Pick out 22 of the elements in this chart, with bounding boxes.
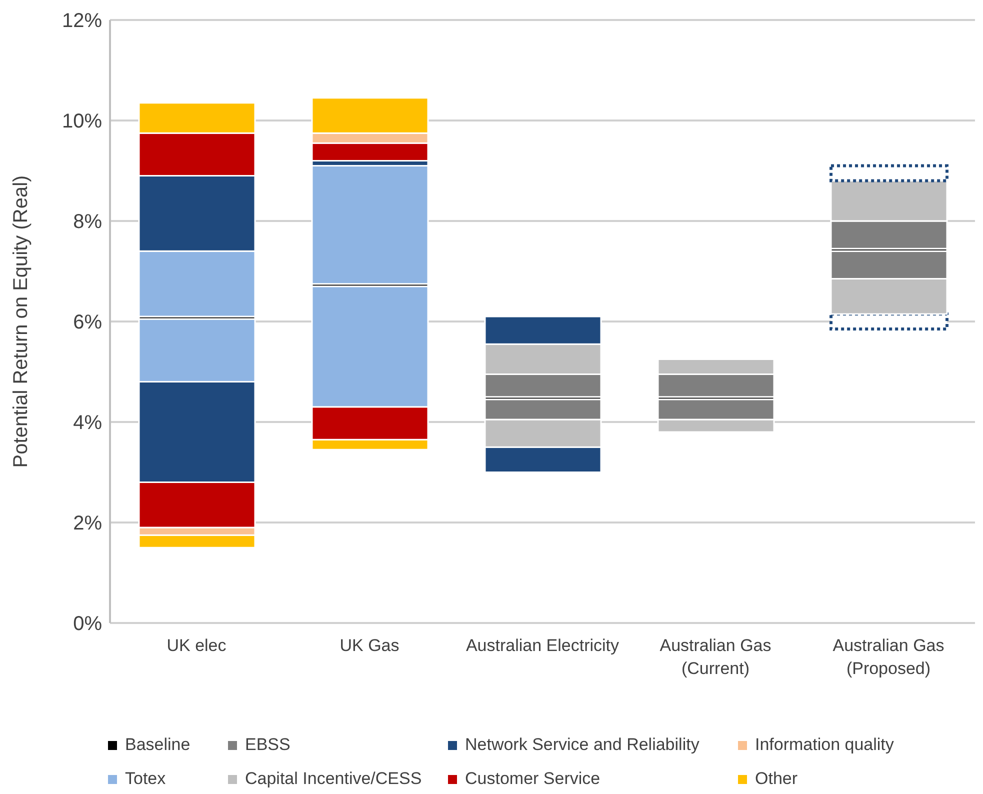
legend-label: Capital Incentive/CESS — [245, 769, 422, 789]
legend-label: Customer Service — [465, 769, 600, 789]
y-tick-label: 12% — [62, 10, 102, 32]
x-tick-label: Australian Gas (Current) — [660, 636, 772, 678]
legend-label: EBSS — [245, 735, 290, 755]
x-tick-label: Australian Gas (Proposed) — [832, 636, 944, 678]
y-tick-label: 6% — [73, 312, 102, 334]
x-tick-label: UK Gas — [340, 636, 400, 655]
x-tick-label: Australian Electricity — [466, 636, 620, 655]
legend-label: Baseline — [125, 735, 190, 755]
y-axis-title: Potential Return on Equity (Real) — [10, 175, 32, 468]
legend-label: Information quality — [755, 735, 894, 755]
x-tick-label: UK elec — [166, 636, 227, 655]
y-tick-label: 8% — [73, 211, 102, 234]
bar — [311, 164, 429, 285]
y-tick-label: 4% — [73, 412, 102, 434]
legend-label: Other — [755, 769, 798, 789]
legend-label: Totex — [125, 769, 166, 789]
y-tick-label: 0% — [73, 613, 102, 636]
y-tick-label: 2% — [73, 512, 102, 535]
legend-label: Network Service and Reliability — [465, 735, 700, 755]
y-tick-label: 10% — [62, 110, 102, 133]
